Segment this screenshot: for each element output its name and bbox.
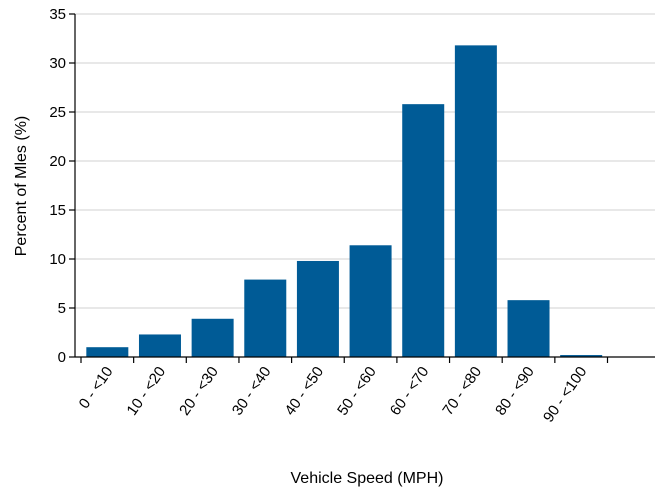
bar [507,300,550,357]
bar [402,104,445,357]
x-tick-label: 70 - <80 [439,364,485,419]
bar [191,318,234,357]
y-tick-label: 25 [49,104,66,121]
bar [244,279,287,357]
x-axis-ticks: 0 - <10 10 - <20 20 - <30 30 - <40 40 - <50 5… [76,357,609,426]
y-axis-title: Percent of Mles (%) [13,116,30,256]
gridlines [75,13,655,309]
x-tick-label: 80 - <90 [492,364,538,419]
x-tick-label: 0 - <10 [76,364,117,412]
bars [86,45,603,358]
bar [349,245,392,357]
bar [560,355,603,357]
x-tick-label: 40 - <50 [281,364,327,419]
y-tick-label: 15 [49,202,66,219]
x-tick-label: 90 - <100 [540,364,591,426]
bar [138,334,181,357]
y-tick-label: 35 [49,6,66,23]
y-tick-label: 30 [49,55,66,72]
bar [296,260,339,357]
y-tick-label: 20 [49,153,66,170]
x-tick-label: 30 - <40 [229,364,275,419]
x-tick-label: 10 - <20 [124,364,170,419]
y-tick-label: 5 [58,300,66,317]
x-tick-label: 60 - <70 [387,364,433,419]
bar [86,347,129,357]
x-axis-title: Vehicle Speed (MPH) [291,470,444,487]
bar [454,45,497,358]
x-tick-label: 20 - <30 [176,364,222,419]
y-tick-label: 0 [58,349,66,366]
y-axis-ticks: 0 5 10 15 20 25 30 35 [49,6,75,366]
y-tick-label: 10 [49,251,66,268]
x-tick-label: 50 - <60 [334,364,380,419]
